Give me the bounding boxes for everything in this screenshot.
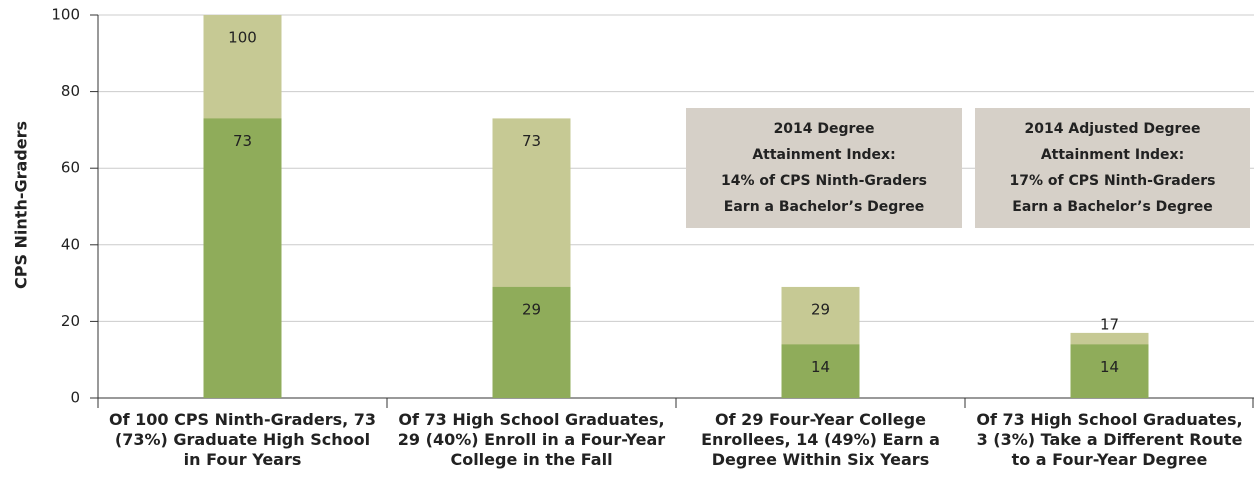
value-label: 17 <box>1100 315 1119 333</box>
value-label: 29 <box>522 300 541 318</box>
y-tick-label: 40 <box>61 235 80 253</box>
bar <box>781 344 860 398</box>
annotation-line: Attainment Index: <box>752 147 896 163</box>
annotation-line: Earn a Bachelor’s Degree <box>1012 199 1213 215</box>
value-label: 100 <box>228 29 257 47</box>
value-label: 14 <box>1100 358 1119 376</box>
value-label: 73 <box>233 132 252 150</box>
y-tick-label: 0 <box>70 389 80 407</box>
y-tick-label: 20 <box>61 312 80 330</box>
value-label: 14 <box>811 358 830 376</box>
annotation-line: 17% of CPS Ninth-Graders <box>1009 173 1216 189</box>
annotation: 2014 Adjusted Degree Attainment Index: 17%… <box>975 108 1250 228</box>
x-tick-label: Of 29 Four-Year College Enrollees, 14 (4… <box>701 410 940 469</box>
x-tick-label: Of 73 High School Graduates, 29 (40%) En… <box>397 410 666 469</box>
annotation-line: 2014 Degree <box>773 121 875 137</box>
value-label: 29 <box>811 300 830 318</box>
x-tick-label: Of 100 CPS Ninth-Graders, 73 (73%) Gradu… <box>108 410 377 469</box>
annotation-line: 2014 Adjusted Degree <box>1024 121 1201 137</box>
y-tick-label: 80 <box>61 82 80 100</box>
annotation: 2014 Degree Attainment Index: 14% of CPS N… <box>686 108 962 228</box>
y-axis-label: CPS Ninth-Graders <box>12 121 31 289</box>
y-tick-label: 100 <box>51 6 80 24</box>
value-label: 73 <box>522 132 541 150</box>
bar <box>1070 344 1149 398</box>
bar <box>203 118 282 398</box>
x-tick-label: Of 73 High School Graduates, 3 (3%) Take… <box>976 410 1243 469</box>
y-tick-label: 60 <box>61 159 80 177</box>
bar <box>492 286 571 398</box>
annotation-line: Attainment Index: <box>1040 147 1185 163</box>
annotation-line: 14% of CPS Ninth-Graders <box>720 173 927 189</box>
annotation-line: Earn a Bachelor’s Degree <box>723 199 925 215</box>
